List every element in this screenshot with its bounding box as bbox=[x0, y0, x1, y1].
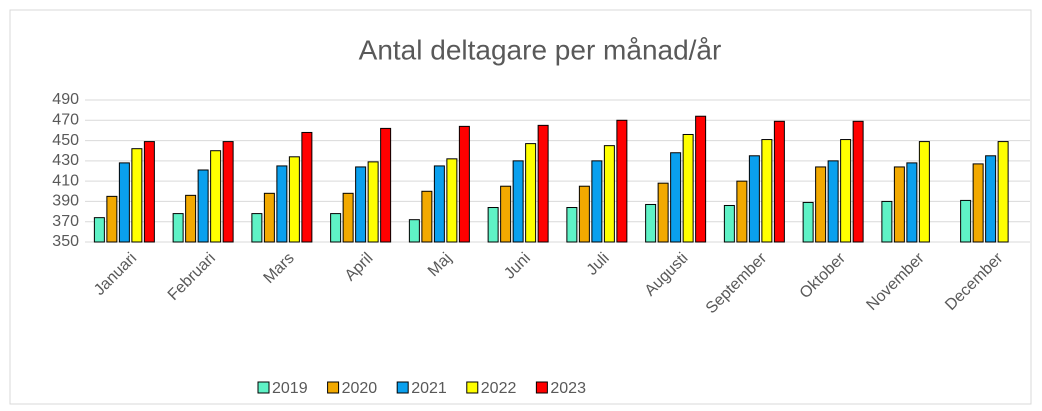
bar bbox=[118, 162, 130, 243]
bar bbox=[723, 204, 735, 243]
bar bbox=[997, 141, 1009, 243]
bar bbox=[355, 166, 367, 243]
legend-label: 2020 bbox=[342, 380, 378, 397]
bar bbox=[185, 194, 197, 243]
chart-title: Antal deltagare per månad/år bbox=[359, 34, 722, 65]
legend-label: 2022 bbox=[481, 380, 517, 397]
legend-label: 2019 bbox=[272, 380, 308, 397]
y-tick-label: 410 bbox=[52, 172, 79, 189]
legend-label: 2023 bbox=[550, 380, 586, 397]
legend-swatch bbox=[466, 381, 479, 394]
bar bbox=[342, 192, 354, 243]
bar bbox=[736, 180, 748, 243]
bar bbox=[918, 141, 930, 243]
bar bbox=[330, 213, 342, 243]
bar bbox=[408, 219, 420, 243]
bar bbox=[591, 160, 603, 243]
bar bbox=[893, 166, 905, 243]
bar bbox=[960, 199, 972, 243]
bar bbox=[93, 217, 105, 243]
bar bbox=[852, 120, 864, 243]
legend-swatch bbox=[257, 381, 270, 394]
bar bbox=[487, 207, 499, 243]
bar bbox=[421, 190, 433, 243]
bar bbox=[537, 124, 549, 243]
y-tick-label: 470 bbox=[52, 112, 79, 129]
bar bbox=[197, 169, 209, 243]
y-tick-label: 350 bbox=[52, 233, 79, 250]
bar bbox=[603, 145, 615, 243]
bar bbox=[263, 192, 275, 243]
bar bbox=[670, 152, 682, 243]
bar bbox=[222, 141, 234, 243]
bar bbox=[500, 185, 512, 243]
bar bbox=[276, 165, 288, 243]
bar bbox=[288, 156, 300, 243]
bar bbox=[251, 213, 263, 243]
bar bbox=[433, 165, 445, 243]
bar bbox=[761, 139, 773, 243]
y-tick-label: 390 bbox=[52, 193, 79, 210]
bar bbox=[802, 201, 814, 243]
bar bbox=[645, 203, 657, 243]
bar bbox=[657, 182, 669, 243]
bar bbox=[458, 125, 470, 243]
bar bbox=[525, 143, 537, 243]
bar bbox=[172, 213, 184, 243]
bar bbox=[616, 119, 628, 243]
bar bbox=[131, 148, 143, 243]
bar bbox=[815, 166, 827, 243]
bar bbox=[446, 158, 458, 243]
bar bbox=[566, 207, 578, 243]
y-tick-label: 490 bbox=[52, 91, 79, 108]
bar bbox=[695, 115, 707, 243]
legend-swatch bbox=[396, 381, 409, 394]
bar bbox=[906, 162, 918, 243]
bar bbox=[512, 160, 524, 243]
y-tick-label: 430 bbox=[52, 152, 79, 169]
bar bbox=[578, 185, 590, 243]
legend-swatch bbox=[327, 381, 340, 394]
bar bbox=[106, 195, 118, 243]
bar bbox=[972, 163, 984, 243]
bar bbox=[682, 133, 694, 243]
y-tick-label: 450 bbox=[52, 132, 79, 149]
y-tick-label: 370 bbox=[52, 213, 79, 230]
bar bbox=[380, 127, 392, 243]
bar bbox=[143, 141, 155, 243]
bar bbox=[210, 150, 222, 243]
bar bbox=[748, 155, 760, 243]
bar bbox=[827, 160, 839, 243]
bar bbox=[367, 161, 379, 243]
legend-swatch bbox=[535, 381, 548, 394]
bar bbox=[773, 120, 785, 243]
bar bbox=[301, 131, 313, 243]
bar bbox=[840, 139, 852, 243]
bar bbox=[881, 200, 893, 243]
bar bbox=[985, 155, 997, 243]
legend-label: 2021 bbox=[411, 380, 447, 397]
